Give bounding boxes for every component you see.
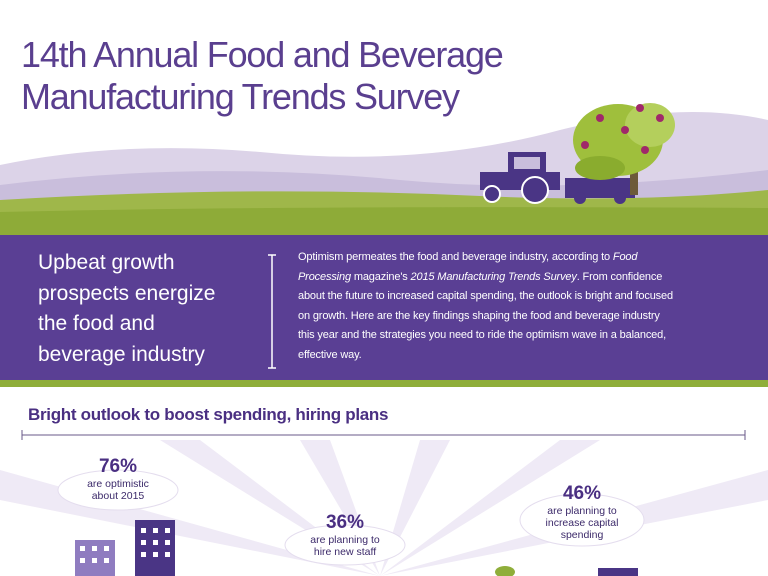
stat-label: are planning to [547, 505, 617, 517]
section-heading: Bright outlook to boost spending, hiring… [28, 405, 389, 424]
text-run: Processing [298, 270, 351, 283]
text-run: Food [612, 251, 638, 263]
field-front [0, 207, 768, 240]
stat-label: increase capital [545, 517, 619, 529]
paragraph-line: effective way. [298, 346, 673, 366]
paragraph-line: Processing magazine's 2015 Manufacturing… [298, 268, 673, 288]
stat-label: about 2015 [91, 490, 145, 502]
text-run: magazine's [350, 270, 411, 283]
stat-label: are planning to [310, 534, 380, 546]
stat: 46% are planning to increase capital spendi… [522, 483, 642, 541]
title-line: 14th Annual Food and Beverage [21, 34, 504, 75]
heading-line: Upbeat growth [38, 251, 175, 274]
stat-label: spending [560, 529, 604, 541]
heading-line: the food and [38, 312, 155, 335]
intro-band [0, 235, 768, 380]
stat-label: hire new staff [313, 546, 377, 558]
intro-heading: Upbeat growth prospects energize the food … [38, 248, 215, 370]
stat-label: are optimistic [87, 478, 149, 490]
paragraph-line: about the future to increased capital sp… [298, 287, 673, 307]
tree [573, 103, 675, 195]
title-line: Manufacturing Trends Survey [21, 76, 460, 117]
stat-value: 36% [325, 512, 365, 533]
rule [21, 430, 746, 440]
paragraph-line: on growth. Here are the key findings sha… [298, 307, 673, 327]
paragraph-line: this year and the strategies you need to… [298, 326, 673, 346]
tractor [480, 152, 635, 204]
stat-value: 46% [562, 483, 602, 504]
text-run: on growth. Here are the key findings sha… [298, 309, 660, 322]
text-run: 2015 Manufacturing Trends Survey [410, 270, 577, 283]
text-run: this year and the strategies you need to… [298, 329, 667, 342]
intro-paragraph: Optimism permeates the food and beverage… [298, 248, 673, 366]
buildings [75, 520, 638, 576]
text-run: . From confidence [576, 270, 663, 283]
text-run: about the future to increased capital sp… [298, 290, 673, 303]
heading-line: beverage industry [38, 342, 205, 366]
green-stripe [0, 380, 768, 387]
title: 14th Annual Food and Beverage Manufacturi… [21, 34, 504, 118]
stat: 76% are optimistic about 2015 [58, 456, 178, 502]
paragraph-line: Optimism permeates the food and beverage… [298, 248, 673, 268]
text-run: effective way. [298, 348, 362, 361]
clouds [57, 469, 645, 566]
stat-value: 76% [98, 456, 138, 477]
text-run: Optimism permeates the food and beverage… [298, 251, 613, 263]
divider [268, 254, 276, 369]
heading-line: prospects energize [38, 281, 216, 305]
stat: 36% are planning to hire new staff [285, 512, 405, 558]
